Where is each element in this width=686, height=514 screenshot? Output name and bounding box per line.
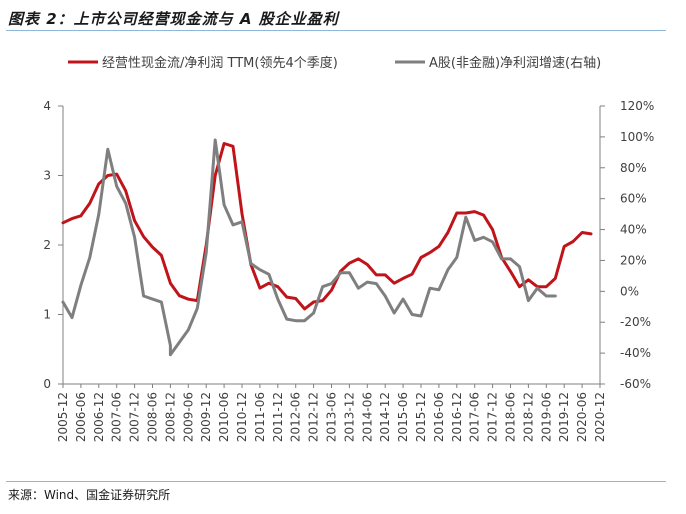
x-tick-label: 2012-06 — [289, 392, 303, 442]
x-tick-label: 2010-06 — [217, 392, 231, 442]
x-tick-label: 2006-12 — [92, 392, 106, 442]
left-tick-label: 0 — [43, 377, 51, 391]
x-tick-label: 2019-12 — [557, 392, 571, 442]
x-tick-label: 2016-12 — [450, 392, 464, 442]
x-tick-label: 2014-12 — [378, 392, 392, 442]
right-tick-label: 80% — [620, 161, 647, 175]
x-tick-label: 2014-06 — [360, 392, 374, 442]
chart: 经营性现金流/净利润 TTM(领先4个季度) A股(非金融)净利润增速(右轴) 0… — [43, 55, 654, 442]
right-tick-label: 100% — [620, 130, 654, 144]
x-tick-label: 2020-06 — [575, 392, 589, 442]
chart-title: 图表 2：上市公司经营现金流与 A 股企业盈利 — [8, 10, 339, 28]
legend-label-profit-growth: A股(非金融)净利润增速(右轴) — [429, 55, 601, 71]
title-divider — [6, 30, 666, 31]
left-tick-label: 4 — [43, 99, 51, 113]
x-tick-label: 2017-12 — [486, 392, 500, 442]
right-tick-label: 0% — [620, 284, 639, 298]
x-tick-label: 2013-06 — [325, 392, 339, 442]
source-note: 来源：Wind、国金证券研究所 — [8, 488, 171, 502]
right-tick-label: -40% — [620, 346, 651, 360]
x-tick-label: 2008-12 — [163, 392, 177, 442]
x-tick-label: 2016-06 — [432, 392, 446, 442]
x-tick-label: 2017-06 — [468, 392, 482, 442]
x-tick-label: 2007-06 — [110, 392, 124, 442]
x-tick-label: 2008-06 — [146, 392, 160, 442]
x-tick-label: 2011-06 — [253, 392, 267, 442]
right-tick-label: 60% — [620, 192, 647, 206]
x-tick-label: 2010-12 — [235, 392, 249, 442]
left-tick-label: 3 — [43, 169, 51, 183]
x-tick-label: 2006-06 — [74, 392, 88, 442]
x-tick-label: 2019-06 — [539, 392, 553, 442]
series-line-profit-growth — [61, 138, 557, 357]
x-tick-label: 2018-12 — [521, 392, 535, 442]
x-tick-label: 2020-12 — [593, 392, 607, 442]
x-tick-label: 2005-12 — [56, 392, 70, 442]
x-tick-label: 2011-12 — [271, 392, 285, 442]
right-tick-label: 40% — [620, 223, 647, 237]
x-tick-label: 2015-06 — [396, 392, 410, 442]
x-tick-label: 2012-12 — [307, 392, 321, 442]
x-tick-label: 2009-12 — [199, 392, 213, 442]
x-tick-label: 2015-12 — [414, 392, 428, 442]
x-tick-label: 2018-06 — [504, 392, 518, 442]
right-tick-label: 20% — [620, 253, 647, 267]
footer-divider — [6, 481, 666, 482]
x-tick-label: 2013-12 — [342, 392, 356, 442]
left-tick-label: 1 — [43, 308, 51, 322]
left-tick-label: 2 — [43, 238, 51, 252]
x-tick-label: 2007-12 — [128, 392, 142, 442]
x-tick-label: 2009-06 — [181, 392, 195, 442]
right-tick-label: 120% — [620, 99, 654, 113]
right-tick-label: -60% — [620, 377, 651, 391]
legend-label-cashflow-ratio: 经营性现金流/净利润 TTM(领先4个季度) — [102, 55, 338, 71]
right-tick-label: -20% — [620, 315, 651, 329]
